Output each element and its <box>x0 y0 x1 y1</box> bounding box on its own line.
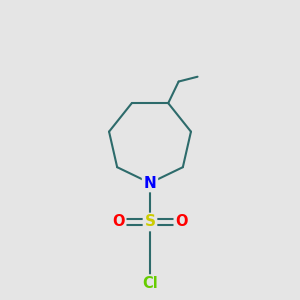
Text: Cl: Cl <box>142 276 158 291</box>
Text: N: N <box>144 176 156 190</box>
Text: S: S <box>145 214 155 230</box>
Text: O: O <box>112 214 125 230</box>
Text: O: O <box>175 214 188 230</box>
